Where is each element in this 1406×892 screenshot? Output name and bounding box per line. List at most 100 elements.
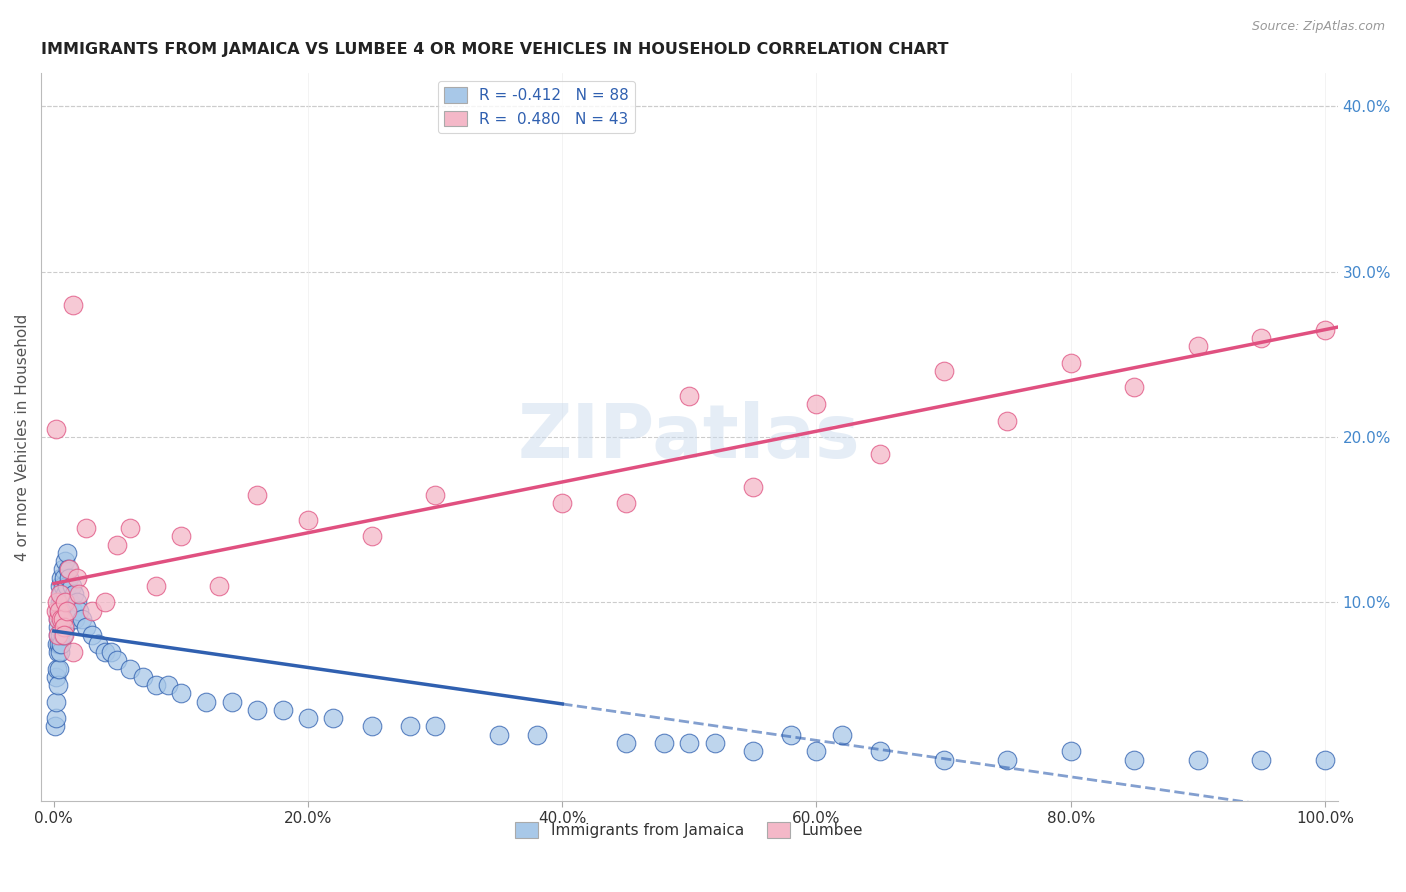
Point [322,711,344,725]
Point [831,728,853,742]
Point [45,711,67,725]
Point [62,298,84,312]
Point [1313,322,1336,336]
Point [60,579,83,593]
Point [46,678,69,692]
Point [208,579,231,593]
Point [53,595,76,609]
Point [170,686,193,700]
Point [44,719,66,733]
Point [80,628,103,642]
Point [145,678,167,692]
Point [53,554,76,568]
Point [87,637,110,651]
Text: IMMIGRANTS FROM JAMAICA VS LUMBEE 4 OR MORE VEHICLES IN HOUSEHOLD CORRELATION CH: IMMIGRANTS FROM JAMAICA VS LUMBEE 4 OR M… [41,42,949,57]
Point [55,612,77,626]
Point [703,736,725,750]
Point [56,595,79,609]
Point [66,571,89,585]
Point [75,620,97,634]
Point [1250,752,1272,766]
Point [67,587,90,601]
Point [45,695,67,709]
Point [120,662,142,676]
Point [51,612,73,626]
Point [614,496,637,510]
Point [221,695,243,709]
Point [932,364,955,378]
Point [297,711,319,725]
Point [51,620,73,634]
Point [742,744,765,758]
Point [62,604,84,618]
Point [52,612,75,626]
Point [49,579,72,593]
Point [53,620,76,634]
Text: ZIPatlas: ZIPatlas [517,401,860,474]
Point [678,389,700,403]
Point [45,604,67,618]
Point [157,678,180,692]
Legend: Immigrants from Jamaica, Lumbee: Immigrants from Jamaica, Lumbee [509,816,869,844]
Point [55,579,77,593]
Point [145,579,167,593]
Point [1187,752,1209,766]
Point [67,604,90,618]
Point [105,653,128,667]
Y-axis label: 4 or more Vehicles in Household: 4 or more Vehicles in Household [15,313,30,561]
Point [45,670,67,684]
Point [46,662,69,676]
Point [46,628,69,642]
Point [246,703,269,717]
Point [75,521,97,535]
Point [995,413,1018,427]
Point [52,628,75,642]
Point [53,604,76,618]
Point [1250,331,1272,345]
Point [53,628,76,642]
Point [48,637,70,651]
Point [780,728,803,742]
Point [614,736,637,750]
Point [46,612,69,626]
Point [48,662,70,676]
Point [52,579,75,593]
Point [526,728,548,742]
Point [1123,752,1146,766]
Point [49,637,72,651]
Point [55,604,77,618]
Point [66,595,89,609]
Point [869,446,891,460]
Point [53,587,76,601]
Point [869,744,891,758]
Point [48,604,70,618]
Point [398,719,420,733]
Point [246,488,269,502]
Point [48,595,70,609]
Point [271,703,294,717]
Point [46,637,69,651]
Point [49,587,72,601]
Point [63,587,86,601]
Point [49,604,72,618]
Point [995,752,1018,766]
Point [132,670,155,684]
Point [52,612,75,626]
Point [806,744,828,758]
Point [80,604,103,618]
Point [58,562,80,576]
Point [488,728,510,742]
Text: Source: ZipAtlas.com: Source: ZipAtlas.com [1251,20,1385,33]
Point [170,529,193,543]
Point [120,521,142,535]
Point [51,612,73,626]
Point [93,595,115,609]
Point [45,422,67,436]
Point [53,571,76,585]
Point [46,628,69,642]
Point [678,736,700,750]
Point [806,397,828,411]
Point [58,571,80,585]
Point [1313,752,1336,766]
Point [297,513,319,527]
